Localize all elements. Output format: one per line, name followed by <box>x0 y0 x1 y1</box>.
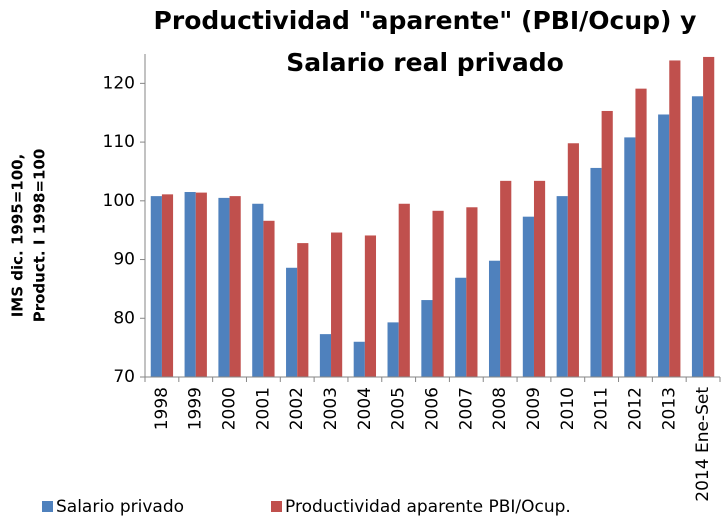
x-tick-label: 2009 <box>524 387 544 430</box>
bar <box>658 114 670 378</box>
y-tick-label: 120 <box>103 73 135 93</box>
bar <box>398 203 410 377</box>
x-tick-label: 2007 <box>456 387 476 430</box>
y-axis-label: Product. I 1998=100 <box>31 149 49 323</box>
bar <box>590 167 602 377</box>
bar <box>466 207 478 377</box>
x-tick-label: 1998 <box>152 387 172 430</box>
legend-label: Productividad aparente PBI/Ocup. <box>285 497 571 517</box>
x-tick-label: 2002 <box>287 387 307 430</box>
bar <box>150 196 162 377</box>
x-tick-label: 2004 <box>355 387 375 430</box>
bar <box>184 192 196 377</box>
legend-label: Salario privado <box>56 497 184 517</box>
x-tick-label: 2006 <box>423 387 443 430</box>
bar <box>567 143 579 377</box>
x-tick-label: 2013 <box>659 387 679 430</box>
bar <box>601 110 613 377</box>
x-tick-label: 2001 <box>253 387 273 430</box>
x-tick-label: 2014 Ene-Set <box>693 387 713 502</box>
y-tick-label: 80 <box>113 308 135 328</box>
bar <box>218 197 230 377</box>
bar <box>432 210 444 377</box>
x-tick-label: 2011 <box>592 387 612 430</box>
y-tick-label: 110 <box>103 132 135 152</box>
bar <box>229 196 241 377</box>
bar <box>319 334 332 377</box>
bar <box>691 96 704 378</box>
bar <box>533 180 546 377</box>
x-tick-label: 2003 <box>321 387 341 430</box>
bar <box>635 88 647 377</box>
bar <box>331 232 343 377</box>
x-tick-label: 2008 <box>490 387 510 430</box>
bar <box>669 60 681 378</box>
bar <box>522 216 534 377</box>
legend-swatch <box>271 501 282 512</box>
chart-title: Salario real privado <box>286 48 564 77</box>
legend-swatch <box>42 501 53 512</box>
bar <box>455 277 467 377</box>
bar <box>556 196 568 377</box>
y-tick-label: 70 <box>113 367 135 387</box>
x-tick-label: 2010 <box>558 387 578 430</box>
x-tick-label: 2000 <box>220 387 240 430</box>
chart-title: Productividad "aparente" (PBI/Ocup) y <box>154 6 697 35</box>
bar <box>297 243 309 377</box>
bar <box>195 192 207 377</box>
bar <box>161 194 174 377</box>
bar <box>488 260 501 377</box>
x-tick-label: 1999 <box>186 387 206 430</box>
bar <box>286 267 298 377</box>
y-axis-label: IMS dic. 1995=100, <box>9 154 27 318</box>
bar <box>263 220 275 377</box>
bar <box>624 137 636 377</box>
bar <box>364 235 377 377</box>
bar <box>500 180 512 377</box>
bar <box>703 56 715 377</box>
y-tick-label: 90 <box>113 250 135 270</box>
x-tick-label: 2012 <box>625 387 645 430</box>
bar <box>353 341 365 377</box>
bar <box>387 322 399 377</box>
x-tick-label: 2005 <box>389 387 409 430</box>
y-tick-label: 100 <box>103 191 135 211</box>
bar <box>421 300 433 377</box>
bar <box>252 203 264 377</box>
